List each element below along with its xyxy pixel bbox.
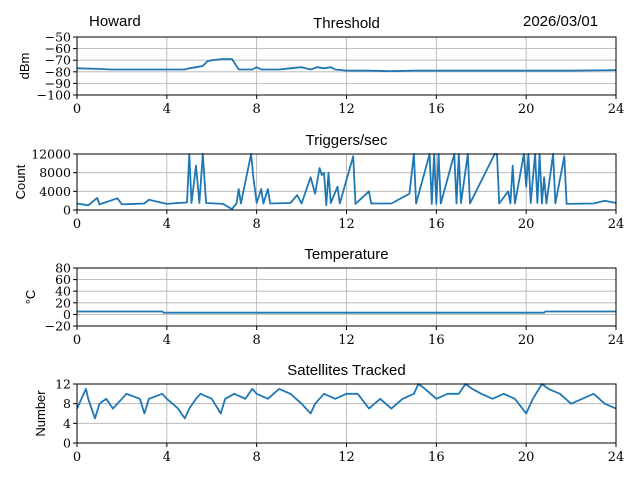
x-tick-label: 0 bbox=[73, 102, 81, 117]
x-tick-label: 16 bbox=[428, 333, 445, 348]
series-line bbox=[76, 383, 617, 420]
x-tick-label: 4 bbox=[163, 217, 171, 232]
x-tick-label: 20 bbox=[518, 450, 535, 465]
chart-title: Satellites Tracked bbox=[287, 362, 405, 379]
x-tick-label: 0 bbox=[73, 333, 81, 348]
y-tick-label: 0 bbox=[63, 203, 71, 218]
x-tick-label: 24 bbox=[608, 333, 625, 348]
chart-title: Temperature bbox=[304, 246, 388, 263]
x-tick-label: 4 bbox=[163, 102, 171, 117]
x-tick-label: 20 bbox=[518, 102, 535, 117]
y-tick-label: 0 bbox=[63, 436, 71, 451]
x-tick-label: 8 bbox=[253, 450, 261, 465]
x-tick-label: 12 bbox=[338, 450, 355, 465]
y-tick-label: 0 bbox=[63, 307, 71, 322]
x-tick-label: 12 bbox=[338, 333, 355, 348]
x-tick-label: 16 bbox=[428, 450, 445, 465]
station-name: Howard bbox=[89, 13, 141, 30]
y-tick-label: 40 bbox=[55, 284, 71, 299]
y-tick-label: 8000 bbox=[39, 165, 71, 180]
x-tick-label: 20 bbox=[518, 333, 535, 348]
y-tick-label: 4 bbox=[63, 416, 71, 431]
y-axis-label: Number bbox=[33, 390, 48, 437]
series-line bbox=[77, 310, 616, 314]
y-tick-label: 12000 bbox=[31, 147, 71, 162]
y-tick-label: 80 bbox=[55, 261, 71, 276]
x-tick-label: 24 bbox=[608, 450, 625, 465]
y-tick-label: −60 bbox=[45, 41, 71, 56]
chart-title: Threshold bbox=[313, 15, 380, 32]
y-tick-label: 60 bbox=[55, 272, 71, 287]
y-axis-label: dBm bbox=[17, 53, 32, 80]
y-tick-label: −80 bbox=[45, 64, 71, 79]
y-tick-label: −100 bbox=[37, 88, 71, 103]
y-axis-label: Count bbox=[13, 164, 28, 199]
y-tick-label: 4000 bbox=[39, 184, 71, 199]
date-label: 2026/03/01 bbox=[523, 13, 599, 30]
y-tick-label: −50 bbox=[45, 30, 71, 45]
subplot-4: 0 4 8 12 16 20 24 12 8 4 0 Satellites Tracked Number bbox=[33, 362, 624, 465]
x-tick-label: 8 bbox=[253, 333, 261, 348]
x-tick-label: 8 bbox=[253, 217, 261, 232]
x-tick-label: 16 bbox=[428, 217, 445, 232]
x-tick-label: 0 bbox=[73, 450, 81, 465]
y-tick-label: 20 bbox=[55, 295, 71, 310]
y-tick-label: 12 bbox=[55, 377, 71, 392]
x-tick-label: 4 bbox=[163, 450, 171, 465]
x-tick-label: 0 bbox=[73, 217, 81, 232]
y-axis-label: °C bbox=[23, 290, 38, 305]
series-line bbox=[76, 153, 617, 211]
x-tick-label: 12 bbox=[338, 102, 355, 117]
y-tick-label: −70 bbox=[45, 53, 71, 68]
x-tick-label: 4 bbox=[163, 333, 171, 348]
y-tick-label: −20 bbox=[45, 319, 71, 334]
y-tick-label: 8 bbox=[63, 396, 71, 411]
x-tick-label: 12 bbox=[338, 217, 355, 232]
x-tick-label: 20 bbox=[518, 217, 535, 232]
x-tick-label: 16 bbox=[428, 102, 445, 117]
x-tick-label: 8 bbox=[253, 102, 261, 117]
subplot-1: 0 4 8 12 16 20 24 −50−60−70−80−90−100 Threshold d… bbox=[17, 15, 624, 117]
x-tick-label: 24 bbox=[608, 102, 625, 117]
subplot-2: 0 4 8 12 16 20 24 12000 8000 4000 0 Triggers/sec Cou… bbox=[13, 132, 624, 232]
chart-title: Triggers/sec bbox=[306, 132, 388, 149]
x-tick-label: 24 bbox=[608, 217, 625, 232]
series-line bbox=[76, 58, 617, 73]
y-tick-label: −90 bbox=[45, 76, 71, 91]
